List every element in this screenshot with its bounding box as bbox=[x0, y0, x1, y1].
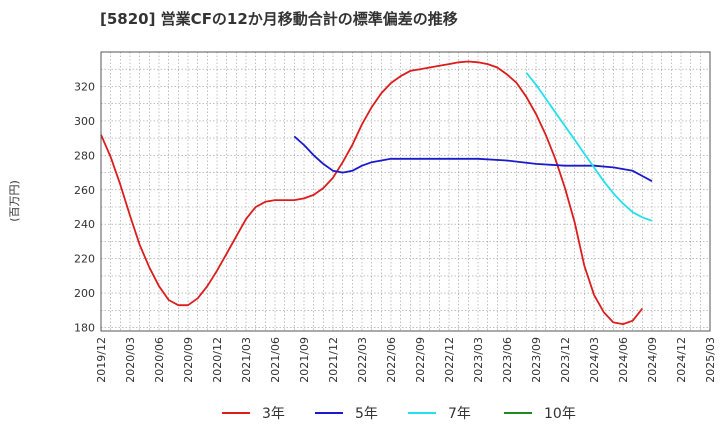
y-tick-label: 280 bbox=[74, 149, 95, 162]
x-tick-label: 2023/12 bbox=[559, 337, 572, 383]
x-tick-label: 2021/09 bbox=[298, 337, 311, 383]
x-tick-label: 2023/06 bbox=[501, 337, 514, 383]
y-tick-label: 320 bbox=[74, 80, 95, 93]
y-axis-label: (百万円) bbox=[8, 180, 21, 222]
series-line-7年 bbox=[525, 72, 653, 222]
x-tick-label: 2024/12 bbox=[675, 337, 688, 383]
series-line-3年 bbox=[100, 60, 644, 326]
x-tick-label: 2019/12 bbox=[95, 337, 108, 383]
x-tick-label: 2025/03 bbox=[704, 337, 717, 383]
x-tick-label: 2023/09 bbox=[530, 337, 543, 383]
x-tick-label: 2022/06 bbox=[385, 337, 398, 383]
series-line-5年 bbox=[293, 135, 653, 182]
chart-title: [5820] 営業CFの12か月移動合計の標準偏差の推移 bbox=[100, 10, 458, 28]
legend: 3年 5年 7年 10年 bbox=[222, 406, 576, 422]
legend-label: 3年 bbox=[262, 406, 285, 422]
x-tick-label: 2022/09 bbox=[414, 337, 427, 383]
grid bbox=[100, 52, 711, 331]
plot-frame bbox=[100, 51, 711, 332]
x-tick-label: 2021/12 bbox=[327, 337, 340, 383]
y-tick-label: 260 bbox=[74, 184, 95, 197]
x-tick-label: 2024/06 bbox=[617, 337, 630, 383]
series-lines bbox=[100, 60, 653, 326]
x-tick-label: 2024/09 bbox=[646, 337, 659, 383]
x-tick-label: 2021/06 bbox=[269, 337, 282, 383]
x-tick-label: 2023/03 bbox=[472, 337, 485, 383]
x-tick-label: 2021/03 bbox=[240, 337, 253, 383]
x-tick-label: 2024/03 bbox=[588, 337, 601, 383]
legend-label: 10年 bbox=[544, 406, 576, 422]
y-tick-label: 220 bbox=[74, 253, 95, 266]
x-tick-label: 2022/12 bbox=[443, 337, 456, 383]
y-tick-label: 180 bbox=[74, 322, 95, 335]
x-ticks: 2019/12 2020/03 2020/06 2020/09 2020/12 2021/… bbox=[95, 337, 717, 383]
x-tick-label: 2020/12 bbox=[211, 337, 224, 383]
x-tick-label: 2020/03 bbox=[124, 337, 137, 383]
x-tick-label: 2020/09 bbox=[182, 337, 195, 383]
x-tick-label: 2022/03 bbox=[356, 337, 369, 383]
legend-label: 7年 bbox=[448, 406, 471, 422]
y-ticks: 180 200 220 240 260 280 300 320 bbox=[74, 80, 95, 334]
y-tick-label: 200 bbox=[74, 287, 95, 300]
x-tick-label: 2020/06 bbox=[153, 337, 166, 383]
legend-label: 5年 bbox=[355, 406, 378, 422]
y-tick-label: 300 bbox=[74, 115, 95, 128]
y-tick-label: 240 bbox=[74, 218, 95, 231]
